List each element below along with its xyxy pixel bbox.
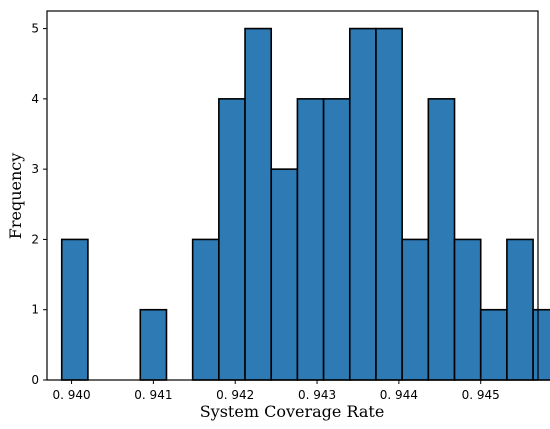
x-tick-label: 0. 942 <box>216 388 254 402</box>
histogram-bar <box>532 308 550 381</box>
histogram-bar <box>218 98 246 381</box>
histogram-bar <box>191 238 220 381</box>
x-tick-label: 0. 945 <box>462 388 500 402</box>
histogram-bar <box>453 238 482 381</box>
histogram-bars <box>60 27 550 381</box>
histogram-bar <box>348 27 377 381</box>
histogram-bar <box>270 168 299 381</box>
y-axis-label: Frequency <box>6 153 25 240</box>
x-tick-label: 0. 940 <box>52 388 90 402</box>
x-tick-label: 0. 944 <box>380 388 418 402</box>
y-tick-label: 4 <box>31 92 39 106</box>
histogram-bar <box>322 98 351 381</box>
y-tick-label: 0 <box>31 373 39 387</box>
histogram-bar <box>60 238 89 381</box>
plot-frame <box>46 10 539 381</box>
histogram-bar <box>244 27 273 381</box>
histogram-bar <box>296 98 325 381</box>
y-tick-label: 1 <box>31 303 39 317</box>
y-tick-label: 3 <box>31 162 39 176</box>
x-axis-ticks: 0. 940 0. 941 0. 942 0. 943 0. 944 0. 945 <box>52 380 500 402</box>
y-axis-ticks: 0 1 2 3 4 5 <box>31 22 47 387</box>
histogram-bar <box>401 238 430 381</box>
x-axis-label: System Coverage Rate <box>200 402 385 421</box>
y-tick-label: 5 <box>31 22 39 36</box>
histogram-bar <box>375 27 403 381</box>
histogram-bar <box>139 308 168 381</box>
histogram-bar <box>427 98 456 381</box>
y-tick-label: 2 <box>31 232 39 246</box>
x-tick-label: 0. 943 <box>298 388 336 402</box>
histogram-bar <box>479 308 508 381</box>
histogram-bar <box>506 238 534 381</box>
x-tick-label: 0. 941 <box>134 388 172 402</box>
